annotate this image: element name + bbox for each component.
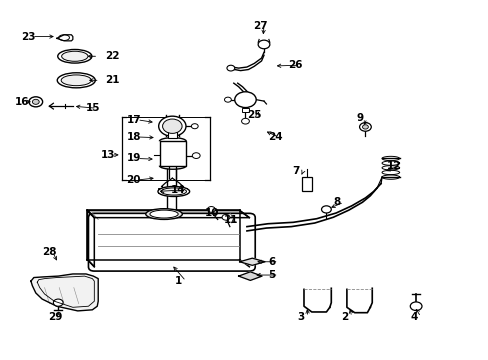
- Bar: [159, 141, 186, 166]
- Text: 18: 18: [126, 132, 141, 142]
- Circle shape: [224, 97, 231, 102]
- Bar: [179, 188, 186, 193]
- Circle shape: [29, 97, 42, 107]
- Bar: [168, 127, 177, 138]
- Text: 6: 6: [267, 257, 275, 267]
- Bar: [158, 188, 165, 193]
- Polygon shape: [239, 258, 264, 265]
- Polygon shape: [87, 211, 249, 218]
- Text: 20: 20: [126, 175, 141, 185]
- Circle shape: [191, 124, 198, 129]
- Text: 8: 8: [332, 197, 340, 207]
- Text: 14: 14: [170, 185, 184, 195]
- Text: 16: 16: [14, 97, 29, 107]
- Text: 19: 19: [126, 153, 141, 163]
- Circle shape: [162, 119, 182, 134]
- Text: 24: 24: [267, 132, 282, 142]
- Text: 13: 13: [101, 150, 115, 160]
- Text: 3: 3: [297, 312, 304, 322]
- Circle shape: [234, 92, 256, 108]
- Text: 17: 17: [126, 115, 141, 125]
- Circle shape: [207, 207, 215, 212]
- Polygon shape: [238, 272, 262, 280]
- Text: 22: 22: [105, 51, 120, 61]
- Bar: [241, 108, 249, 112]
- Ellipse shape: [58, 49, 92, 63]
- Circle shape: [192, 153, 200, 158]
- Ellipse shape: [61, 51, 88, 61]
- Circle shape: [362, 125, 367, 129]
- Circle shape: [53, 299, 63, 306]
- FancyBboxPatch shape: [88, 213, 255, 271]
- Text: 29: 29: [48, 312, 63, 322]
- Ellipse shape: [161, 188, 186, 195]
- Text: 9: 9: [356, 113, 363, 123]
- Text: 15: 15: [86, 103, 101, 113]
- Ellipse shape: [150, 210, 178, 218]
- Circle shape: [226, 65, 234, 71]
- Circle shape: [359, 123, 370, 131]
- Ellipse shape: [57, 73, 95, 88]
- Text: 25: 25: [246, 111, 261, 121]
- Circle shape: [321, 206, 330, 213]
- Text: 28: 28: [42, 247, 57, 257]
- Ellipse shape: [61, 75, 91, 86]
- Text: 12: 12: [386, 161, 401, 171]
- Circle shape: [409, 302, 421, 311]
- Ellipse shape: [145, 209, 182, 220]
- Circle shape: [258, 40, 269, 49]
- Text: 7: 7: [292, 166, 299, 176]
- Text: 2: 2: [340, 312, 347, 322]
- Circle shape: [222, 215, 229, 220]
- Text: 4: 4: [409, 312, 417, 322]
- Text: 1: 1: [175, 276, 182, 286]
- Polygon shape: [31, 274, 98, 311]
- Bar: [302, 177, 311, 191]
- Text: 11: 11: [224, 215, 238, 225]
- Polygon shape: [87, 211, 94, 267]
- Text: 27: 27: [253, 21, 267, 31]
- Circle shape: [158, 116, 185, 136]
- Text: 21: 21: [105, 75, 120, 85]
- Text: 10: 10: [204, 208, 219, 218]
- Ellipse shape: [158, 186, 189, 197]
- Text: 23: 23: [21, 32, 36, 41]
- Circle shape: [241, 118, 249, 124]
- Text: 5: 5: [267, 270, 275, 280]
- Text: 26: 26: [288, 60, 302, 70]
- Circle shape: [32, 99, 39, 104]
